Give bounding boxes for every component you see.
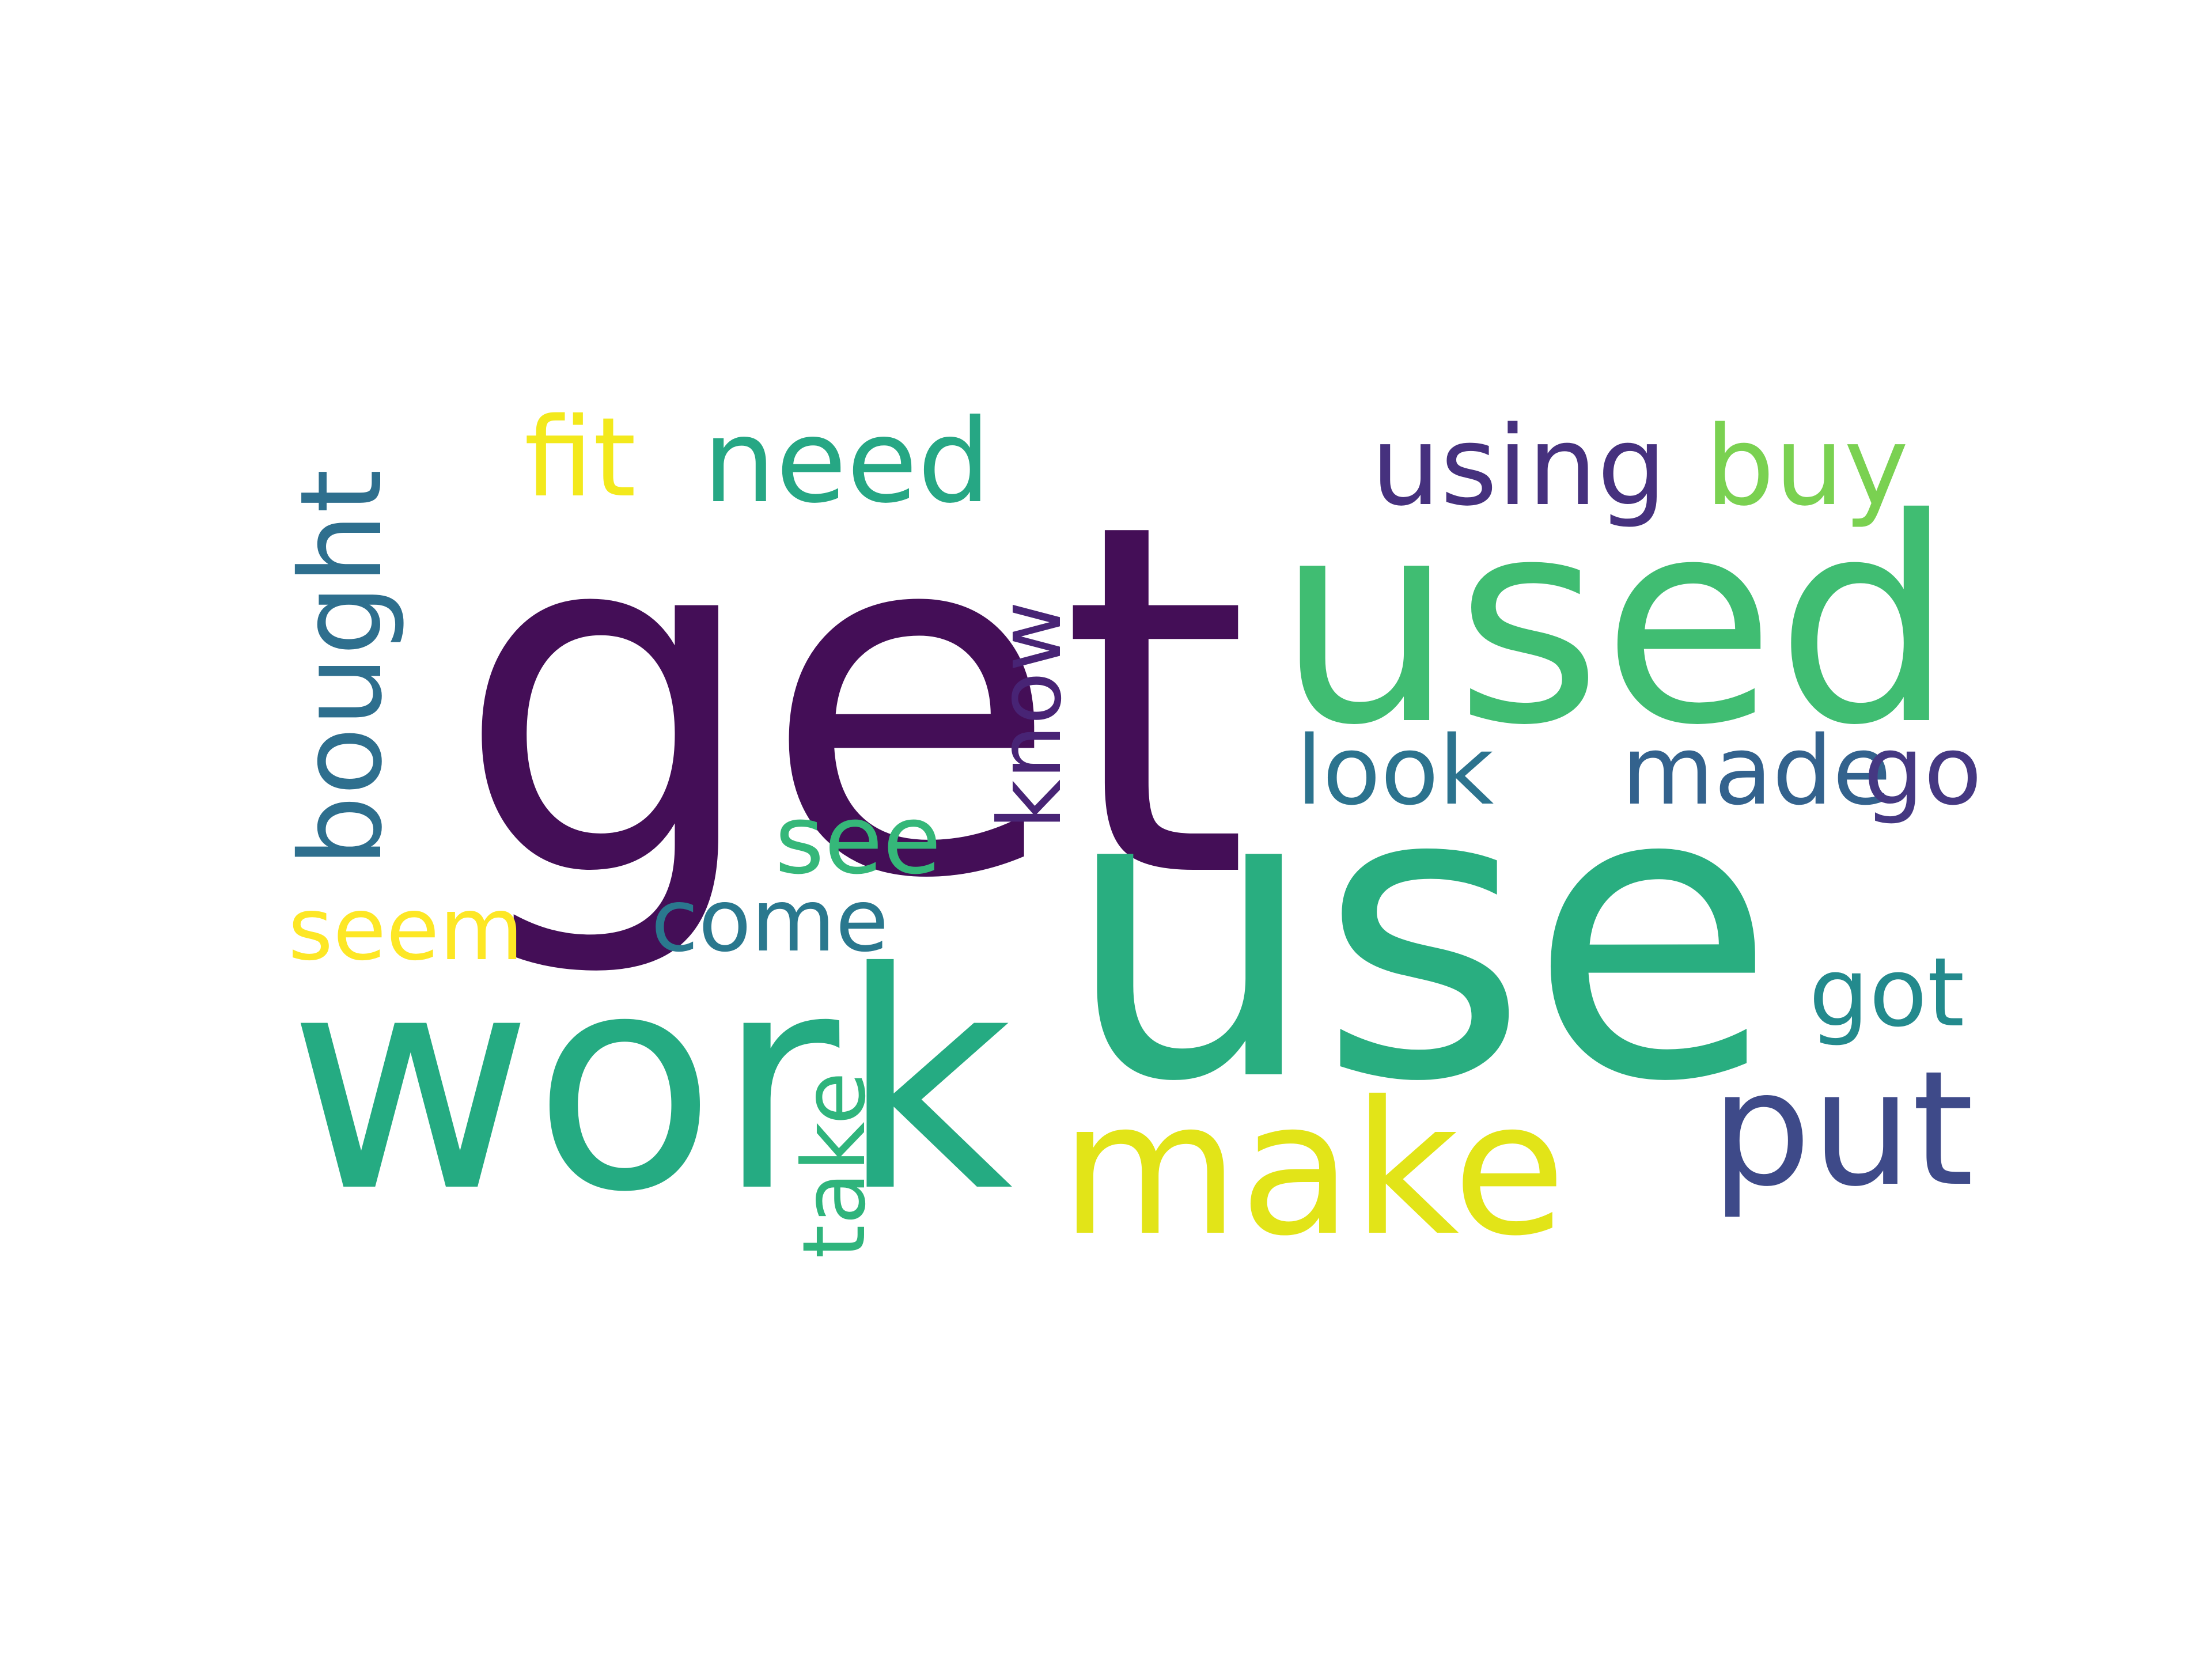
word-come: come [651, 871, 889, 971]
word-see: see [775, 785, 941, 895]
word-seem: seem [288, 880, 524, 980]
word-take: take [785, 1071, 885, 1259]
word-buy: buy [1705, 403, 1908, 530]
word-get: get [455, 421, 1249, 984]
word-got: got [1809, 937, 1964, 1048]
word-know: know [980, 601, 1081, 830]
word-used: used [1276, 458, 1955, 787]
word-make: make [1060, 1062, 1566, 1277]
word-fit: fit [524, 394, 636, 521]
word-bought: bought [276, 469, 407, 868]
word-work: work [288, 908, 1013, 1257]
word-need: need [703, 395, 991, 529]
word-put: put [1711, 1037, 1974, 1221]
word-use: use [1063, 700, 1777, 1170]
word-using: using [1371, 403, 1666, 530]
word-made: made [1622, 715, 1891, 826]
word-go: go [1863, 715, 1982, 826]
word-look: look [1296, 715, 1494, 826]
